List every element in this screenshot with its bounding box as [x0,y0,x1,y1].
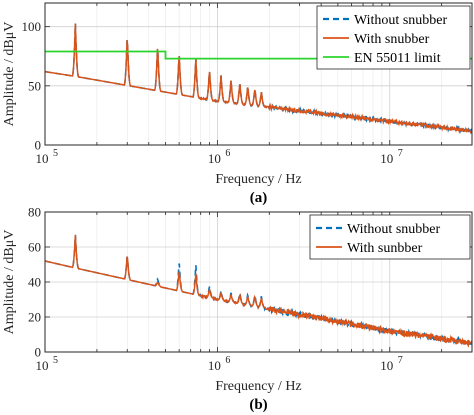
x-tick-label-exponent: 6 [225,355,230,366]
y-tick-label: 40 [28,275,41,290]
plot-area [45,234,472,348]
legend-label: With sunbber [347,241,423,256]
x-axis-label: Frequency / Hz [215,172,301,187]
y-tick-label: 0 [35,345,42,360]
x-tick-label-exponent: 7 [398,148,403,159]
y-tick-label: 50 [28,78,41,93]
x-tick-label: 10 [208,358,221,373]
y-tick-label: 80 [28,205,41,220]
series-line-with-snubber [45,23,472,134]
y-tick-label: 100 [22,19,42,34]
axes-frame [44,2,473,146]
x-tick-label: 10 [208,151,221,166]
legend-label: Without snubber [354,13,447,28]
x-tick-label-exponent: 7 [398,355,403,366]
x-tick-label-exponent: 6 [225,148,230,159]
x-tick-label-exponent: 5 [53,148,58,159]
legend-label: With snubber [354,32,430,47]
legend: Without snubber With sunbber [309,214,471,260]
panel-caption: (b) [249,397,267,413]
y-tick-label: 20 [28,310,41,325]
x-tick-label: 10 [380,151,393,166]
legend-box [309,214,471,260]
x-axis-label: Frequency / Hz [215,379,301,394]
x-tick-label: 10 [36,358,49,373]
series-line-with-sunbber [45,234,472,348]
chart-panel-a: 0 50 100 10 5 10 6 10 7 Frequency / Hz Amplitude /… [2,2,473,206]
x-tick-label: 10 [36,151,49,166]
legend: Without snubber With snubber EN 55011 limi… [316,5,471,70]
legend-label: Without snubber [347,222,440,237]
y-tick-label: 0 [35,138,42,153]
chart-panel-b: 0 20 40 60 80 10 5 10 6 10 7 Frequency / Hz Amplitud… [2,205,473,413]
x-tick-label-exponent: 5 [53,355,58,366]
y-axis-label: Amplitude / dBμV [2,230,17,335]
x-tick-label: 10 [380,358,393,373]
panel-caption: (a) [250,190,268,206]
y-axis-label: Amplitude / dBμV [2,22,17,127]
legend-label: EN 55011 limit [354,51,441,66]
y-tick-label: 60 [28,240,41,255]
